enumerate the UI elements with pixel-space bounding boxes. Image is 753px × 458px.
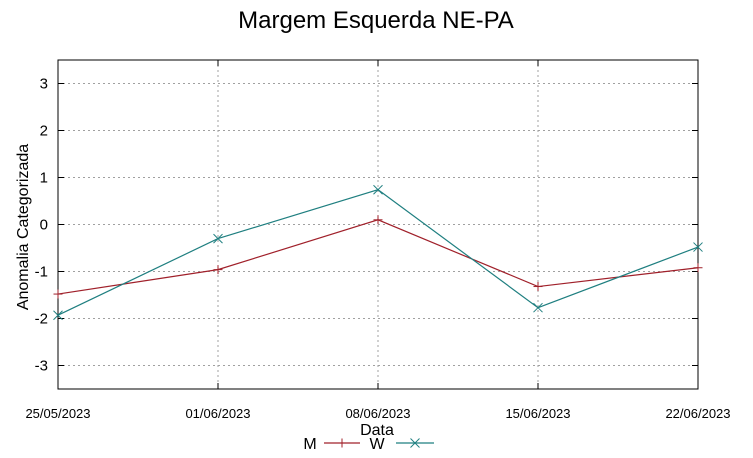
data-point-M — [693, 263, 703, 273]
series-group — [53, 184, 703, 321]
data-point-M — [53, 289, 63, 299]
grid-lines — [58, 60, 698, 389]
data-point-M — [373, 215, 383, 225]
y-tick-label: -2 — [35, 311, 48, 328]
y-axis-label: Anomalia Categorizada — [15, 144, 32, 310]
y-tick-label: -1 — [35, 264, 48, 281]
data-point-W — [533, 302, 543, 313]
chart-title: Margem Esquerda NE-PA — [238, 7, 514, 34]
data-point-M — [533, 282, 543, 292]
y-tick-label: -3 — [35, 358, 48, 375]
data-point-W — [53, 310, 63, 321]
x-tick-label: 08/06/2023 — [345, 406, 410, 421]
x-tick-label: 15/06/2023 — [505, 406, 570, 421]
x-tick-label: 01/06/2023 — [185, 406, 250, 421]
x-axis-ticks: 25/05/2023 01/06/2023 08/06/2023 15/06/2023… — [25, 60, 731, 421]
legend-label-W: W — [369, 436, 385, 453]
data-point-W — [213, 233, 223, 244]
legend-marker-M — [337, 438, 347, 448]
y-tick-label: 3 — [40, 76, 48, 93]
y-axis-ticks: -3 -2 -1 0 1 2 3 — [35, 76, 698, 375]
y-tick-label: 0 — [40, 217, 48, 234]
data-point-W — [693, 242, 703, 252]
legend-label-M: M — [303, 436, 316, 453]
x-tick-label: 25/05/2023 — [25, 406, 90, 421]
data-point-W — [373, 184, 383, 195]
data-point-M — [213, 265, 223, 275]
y-tick-label: 2 — [40, 123, 48, 140]
y-tick-label: 1 — [40, 170, 48, 187]
x-axis-label: Data — [360, 422, 394, 439]
legend-marker-W — [410, 438, 420, 448]
x-tick-label: 22/06/2023 — [665, 406, 730, 421]
